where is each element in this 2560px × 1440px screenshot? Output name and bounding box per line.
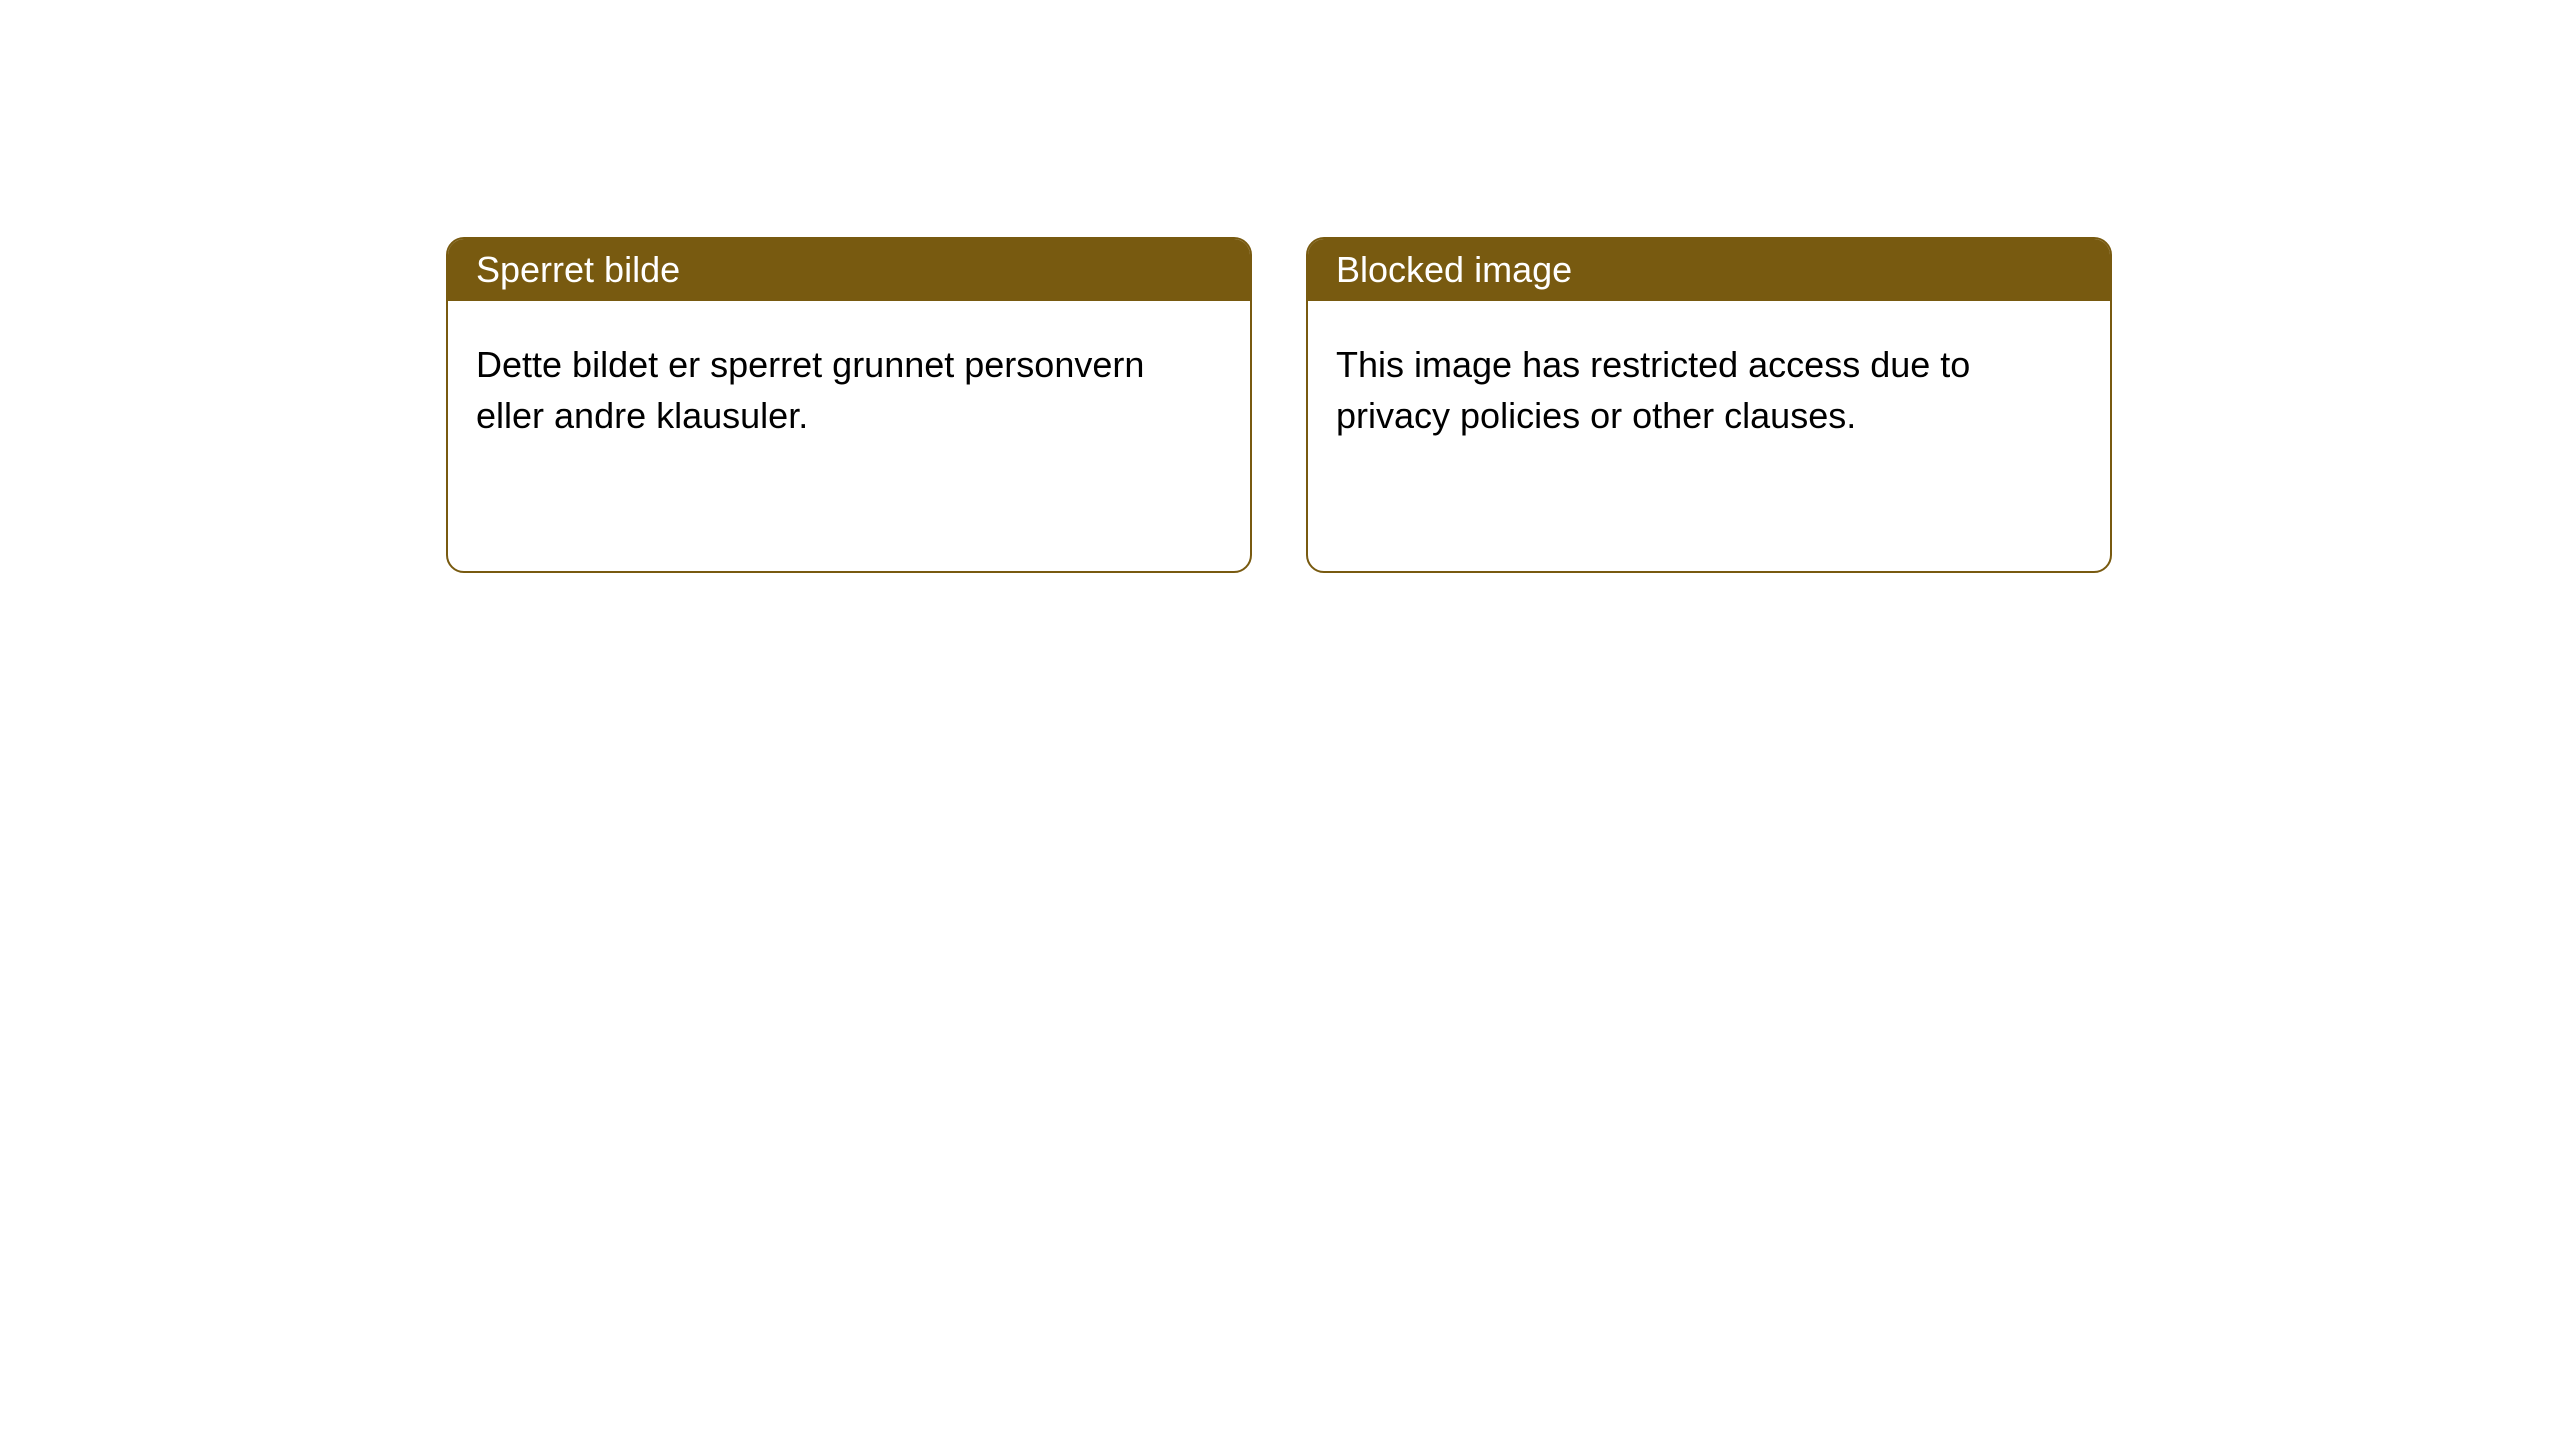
cards-container: Sperret bilde Dette bildet er sperret gr… bbox=[0, 0, 2560, 573]
card-header: Sperret bilde bbox=[448, 239, 1250, 301]
blocked-image-card-no: Sperret bilde Dette bildet er sperret gr… bbox=[446, 237, 1252, 573]
card-header: Blocked image bbox=[1308, 239, 2110, 301]
card-body: This image has restricted access due to … bbox=[1308, 301, 2110, 480]
card-body: Dette bildet er sperret grunnet personve… bbox=[448, 301, 1250, 480]
card-title: Sperret bilde bbox=[476, 249, 680, 291]
blocked-image-card-en: Blocked image This image has restricted … bbox=[1306, 237, 2112, 573]
card-title: Blocked image bbox=[1336, 249, 1572, 291]
card-body-text: This image has restricted access due to … bbox=[1336, 344, 1970, 436]
card-body-text: Dette bildet er sperret grunnet personve… bbox=[476, 344, 1144, 436]
